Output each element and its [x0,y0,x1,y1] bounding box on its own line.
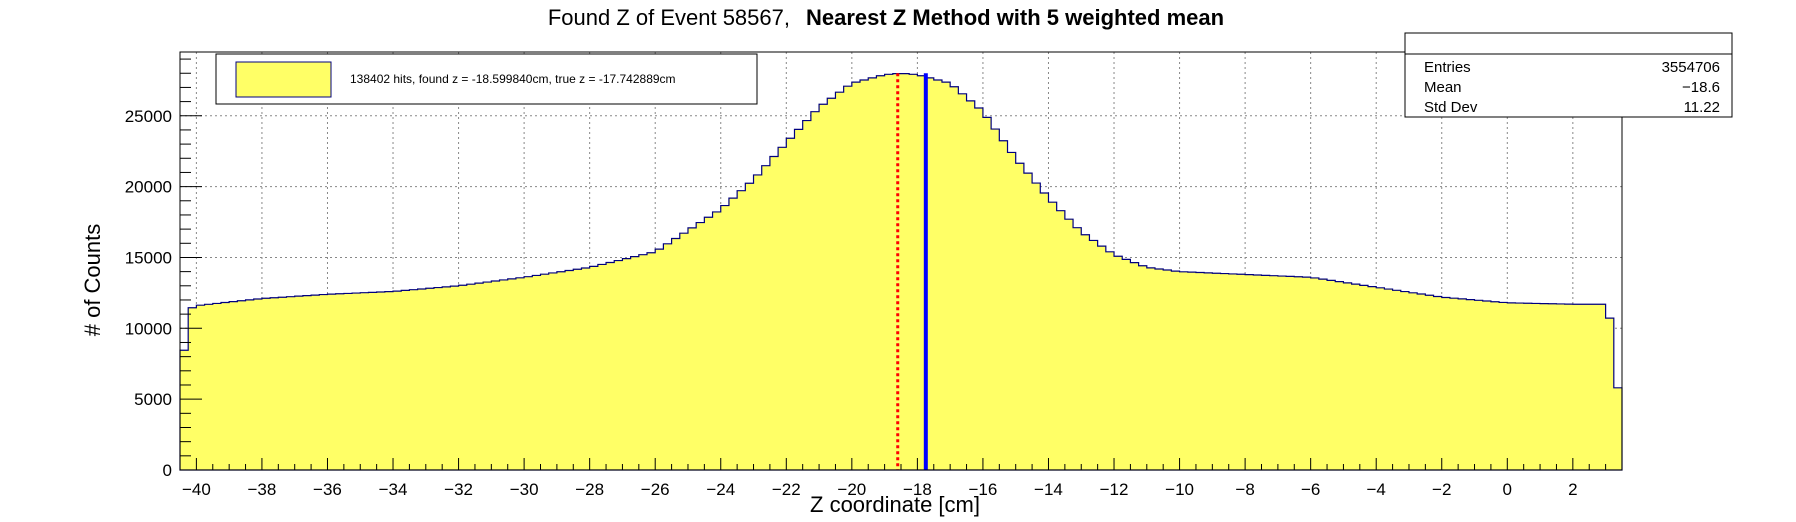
x-tick-label: −22 [772,480,801,499]
chart-title: Found Z of Event 58567, [548,5,790,30]
legend: 138402 hits, found z = -18.599840cm, tru… [215,53,758,105]
x-tick-label: −20 [837,480,866,499]
x-tick-label: −10 [1165,480,1194,499]
x-tick-label: −40 [182,480,211,499]
x-tick-label: −28 [575,480,604,499]
histogram-layer [179,73,1623,471]
stats-stddev-label: Std Dev [1424,99,1478,116]
stats-entries-value: 3554706 [1662,59,1720,76]
axis-layer: −40 −38 −36 −34 −32 −30 −28 −26 −24 −22 −20 −18 −16−… [125,58,1623,499]
x-tick-label: −24 [706,480,735,499]
stats-frame [1404,32,1733,118]
x-tick-label: −30 [510,480,539,499]
y-tick-label: 25000 [125,107,172,126]
x-tick-label: −36 [313,480,342,499]
x-tick-label: −4 [1367,480,1386,499]
stats-stddev-value: 11.22 [1684,99,1720,116]
y-tick-label: 10000 [125,319,172,338]
x-tick-label: −2 [1432,480,1451,499]
y-tick-label: 5000 [134,390,172,409]
x-axis-title: Z coordinate [cm] [810,492,980,517]
plot-frame [179,51,1623,471]
x-tick-label: −38 [248,480,277,499]
y-tick-label: 20000 [125,178,172,197]
x-tick-label: −6 [1301,480,1320,499]
legend-swatch [235,61,332,98]
x-tick-label: −34 [379,480,408,499]
stats-entries-label: Entries [1424,59,1471,76]
x-tick-label: −26 [641,480,670,499]
y-axis-title: # of Counts [80,224,105,337]
marker-layer [896,73,928,470]
x-tick-label: −14 [1034,480,1063,499]
y-tick-label: 15000 [125,248,172,267]
x-tick-label: −32 [444,480,473,499]
x-tick-label: −16 [969,480,998,499]
x-tick-label: 0 [1503,480,1512,499]
stats-mean-value: −18.6 [1682,79,1720,96]
chart-subtitle: Nearest Z Method with 5 weighted mean [806,5,1224,30]
stats-mean-label: Mean [1424,79,1462,96]
stats-box: Entries 3554706 Mean −18.6 Std Dev 11.22 [1404,32,1733,118]
x-tick-label: 2 [1568,480,1577,499]
legend-entry: 138402 hits, found z = -18.599840cm, tru… [350,72,676,86]
x-tick-label: −8 [1235,480,1254,499]
x-tick-label: −12 [1100,480,1129,499]
x-tick-label: −18 [903,480,932,499]
y-tick-label: 0 [163,461,172,480]
histogram-bars [179,73,1623,471]
